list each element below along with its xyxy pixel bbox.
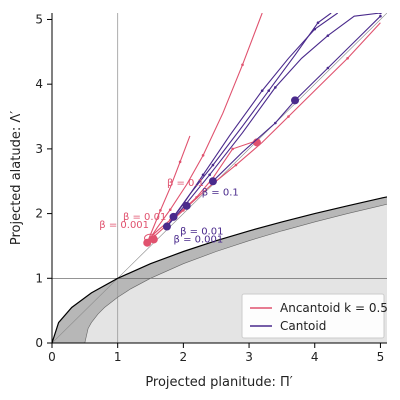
cantoid-marker-4 — [291, 96, 300, 105]
x-tick-label: 3 — [245, 350, 253, 364]
legend-label: Cantoid — [280, 319, 326, 333]
ancantoid-tick-dot — [195, 196, 198, 199]
x-axis-title: Projected planitude: Π′ — [145, 375, 292, 390]
x-tick-label: 0 — [48, 350, 56, 364]
y-axis-title: Projected alatude: Λ′ — [9, 111, 24, 245]
cantoid-tick-dot — [274, 86, 277, 89]
ancantoid-tick-dot — [231, 147, 234, 151]
legend: Ancantoid k = 0.5 Cantoid — [241, 293, 388, 339]
ancantoid-marker-1 — [149, 235, 158, 244]
ancantoid-line-1 — [146, 13, 263, 244]
cantoid-beta-label: β = 0.01 — [180, 226, 223, 237]
ancantoid-tick-dot — [346, 56, 349, 60]
y-tick-label: 4 — [35, 77, 43, 91]
cantoid-tick-dot — [260, 89, 264, 92]
cantoid-tick-dot — [316, 21, 320, 25]
cantoid-marker-0 — [162, 222, 171, 231]
x-tick-label: 4 — [311, 350, 319, 364]
ancantoid-tick-dot — [178, 160, 182, 164]
plot-area — [52, 13, 387, 343]
cantoid-tick-dot — [211, 163, 215, 167]
cantoid-marker-3 — [208, 177, 217, 186]
cantoid-beta-label: β = 0.001 — [174, 235, 224, 246]
ancantoid-tick-dot — [287, 115, 290, 118]
y-tick-label: 0 — [35, 336, 43, 350]
ancantoid-tick-dot — [168, 208, 172, 212]
y-tick-label: 1 — [35, 271, 43, 285]
boundary-curve — [52, 196, 387, 343]
legend-label: Ancantoid k = 0.5 — [280, 301, 388, 315]
ancantoid-line-2 — [146, 135, 191, 243]
inner-boundary-curve — [84, 203, 387, 343]
y-tick-label: 3 — [35, 142, 43, 156]
ancantoid-beta-label: β = 0.001 — [99, 220, 149, 231]
ancantoid-tick-dot — [234, 163, 238, 167]
x-tick-label: 5 — [377, 350, 385, 364]
y-tick-label: 5 — [35, 12, 43, 26]
y-tick-label: 2 — [35, 207, 43, 221]
ancantoid-beta-label: β = 0.1 — [167, 178, 204, 189]
cantoid-tick-dot — [208, 173, 211, 177]
cantoid-tick-dot — [379, 13, 382, 15]
x-tick-label: 2 — [180, 350, 188, 364]
cantoid-line-2 — [173, 13, 332, 218]
ancantoid-tick-dot — [201, 154, 205, 157]
ancantoid-tick-dot — [159, 209, 162, 212]
cantoid-tick-dot — [379, 14, 382, 18]
cantoid-tick-dot — [326, 66, 330, 70]
cantoid-marker-2 — [182, 201, 191, 210]
ancantoid-loop — [144, 233, 158, 243]
x-tick-label: 1 — [114, 350, 122, 364]
ancantoid-tick-dot — [241, 63, 244, 67]
tick-labels: 0 1 2 3 4 5 0 1 2 3 4 5 — [35, 12, 384, 364]
dark-region — [52, 196, 387, 343]
ancantoid-beta-label: β = 0.01 — [123, 212, 166, 223]
cantoid-tick-dot — [267, 89, 271, 92]
cantoid-marker-1 — [169, 212, 178, 221]
cantoid-tick-dot — [326, 34, 330, 37]
cantoid-tick-dot — [274, 121, 277, 125]
legend-box — [241, 293, 385, 339]
cantoid-tick-dot — [201, 173, 205, 177]
cantoid-beta-label: β = 0.1 — [202, 187, 239, 198]
axes-frame — [51, 13, 387, 344]
